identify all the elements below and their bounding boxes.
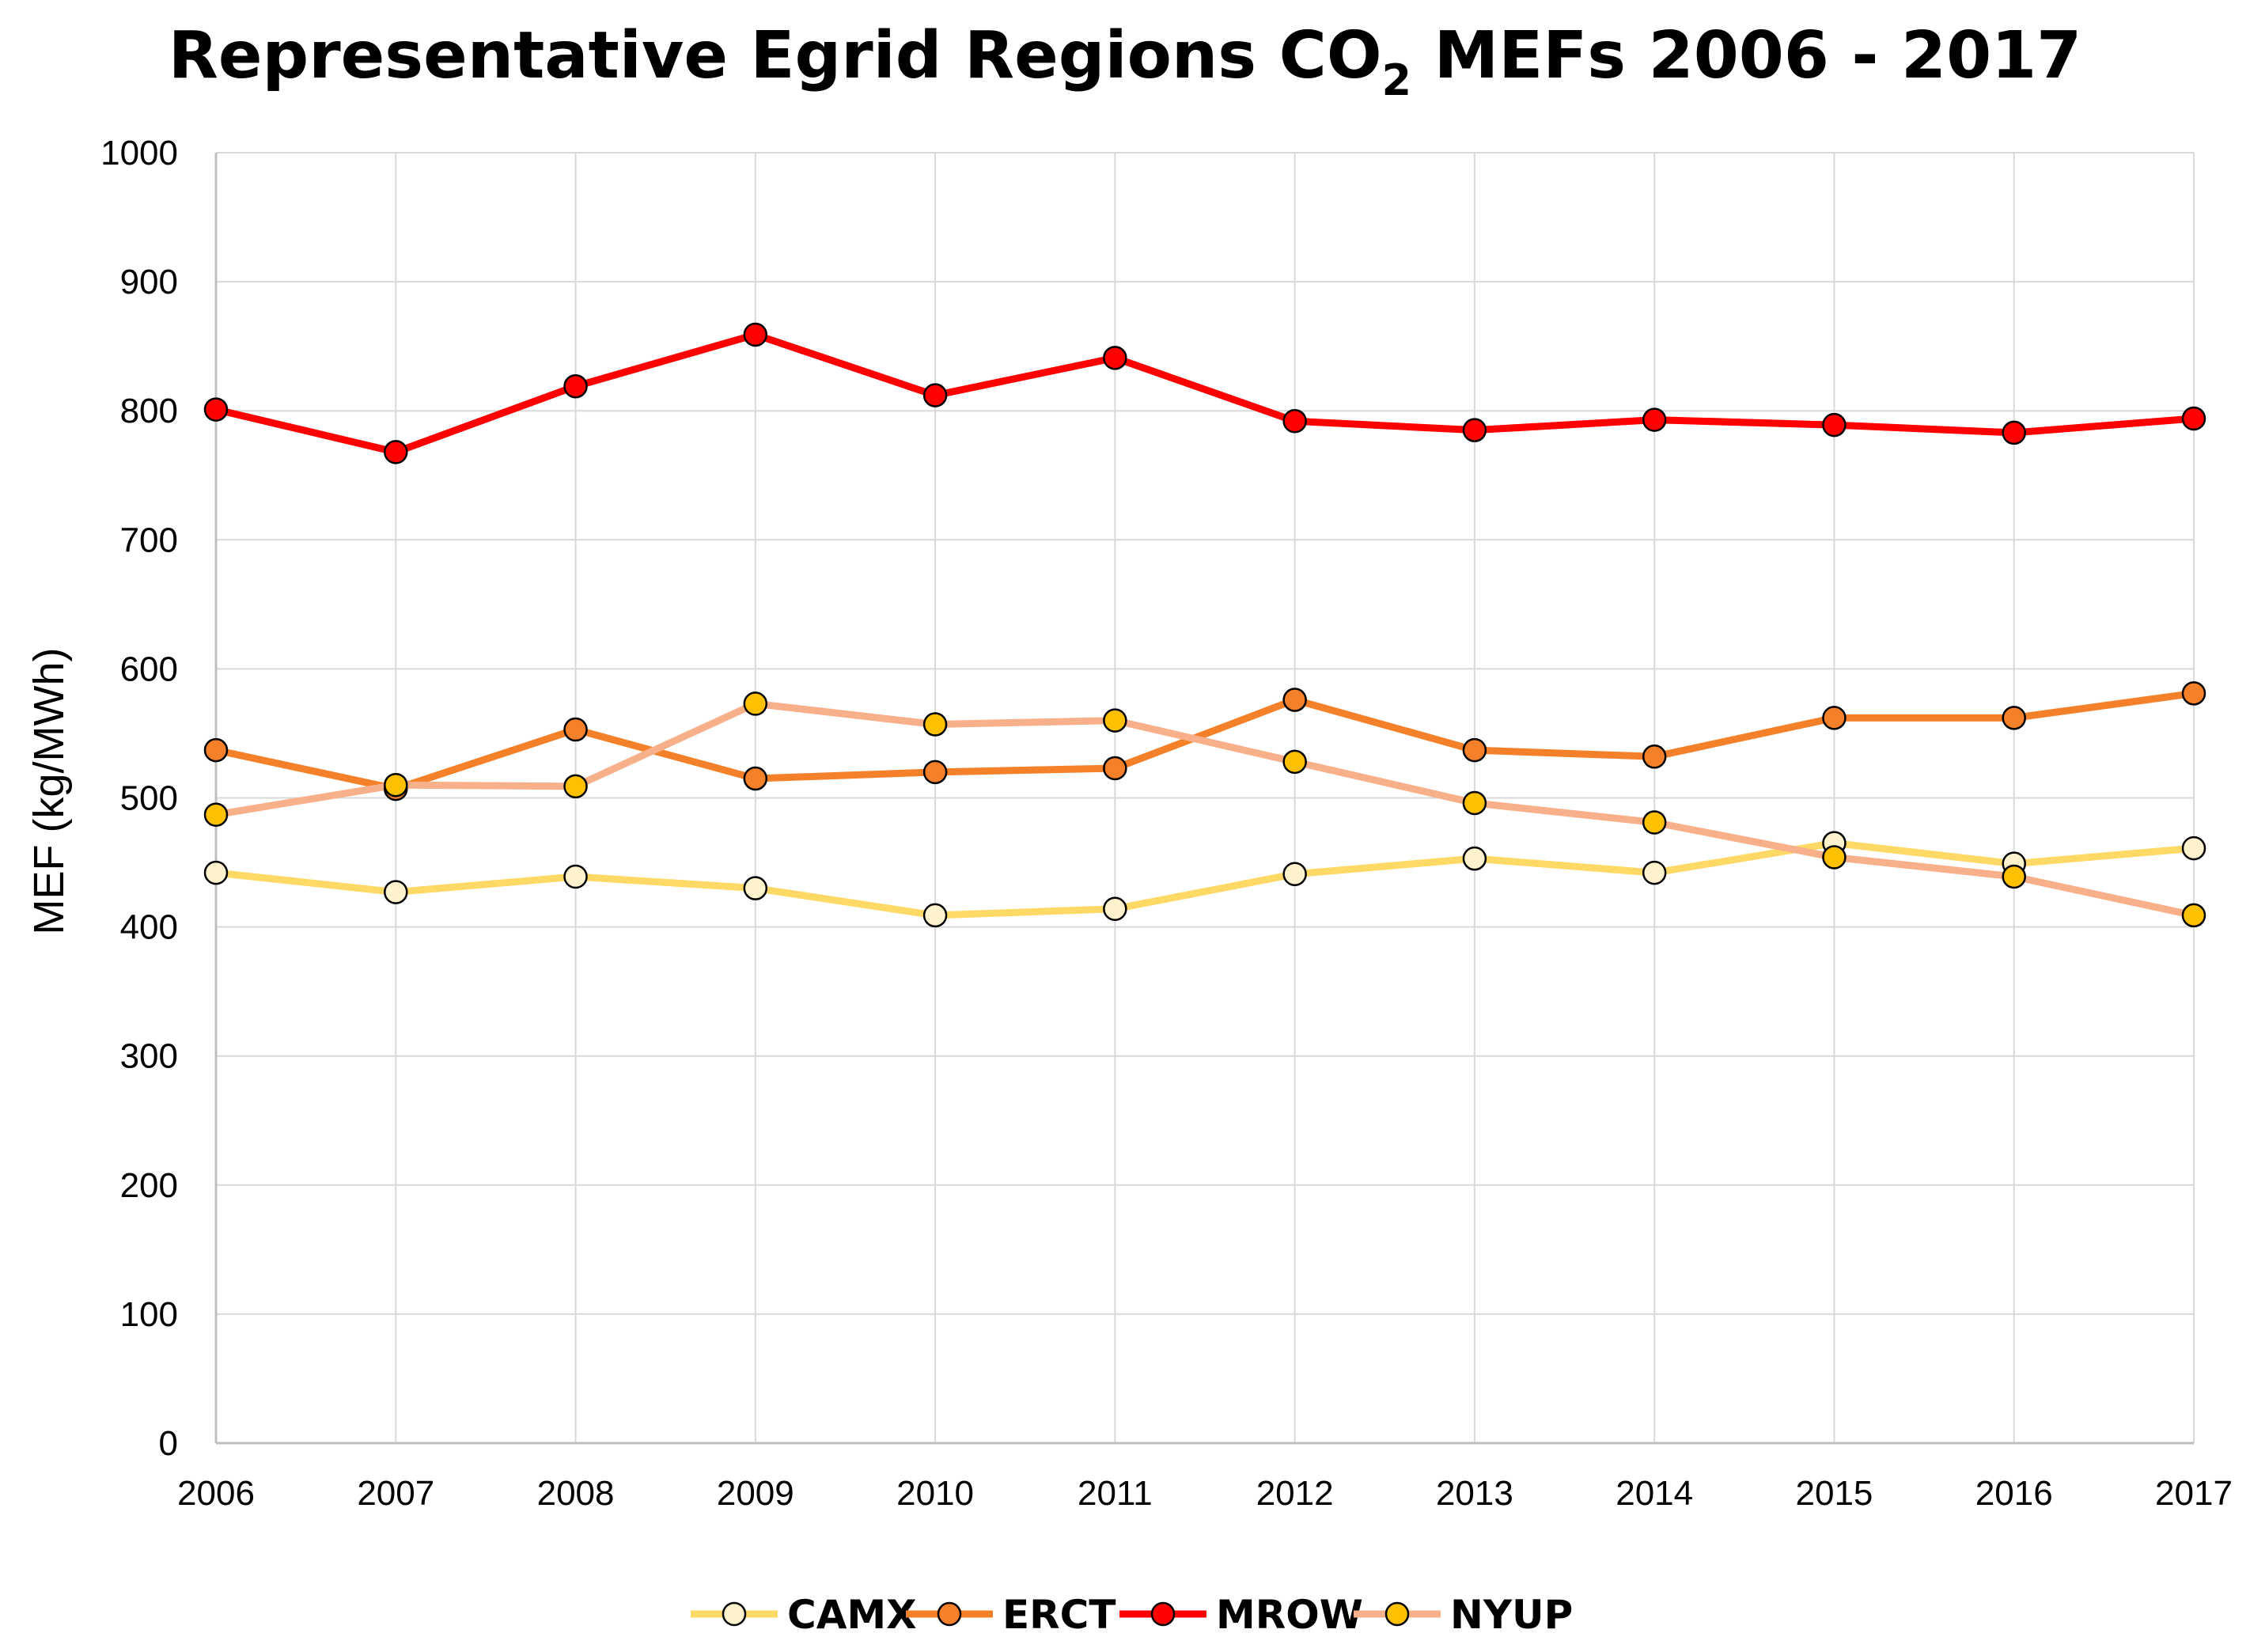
series-line-nyup [212, 699, 2198, 919]
legend-label-mrow: MROW [1216, 1592, 1363, 1638]
x-tick-label: 2008 [537, 1474, 615, 1513]
point-nyup-2017 [2181, 903, 2206, 928]
x-tick-label: 2017 [2155, 1474, 2233, 1513]
series-markers [203, 322, 2206, 928]
point-nyup-2006 [203, 802, 229, 827]
legend-item-mrow: MROW [1119, 1592, 1363, 1638]
legend-item-erct: ERCT [906, 1592, 1116, 1638]
x-tick-label: 2013 [1436, 1474, 1513, 1513]
grid [216, 152, 2195, 1443]
series-line-camx [212, 839, 2198, 919]
x-tick-label: 2007 [357, 1474, 434, 1513]
point-nyup-2011 [1103, 708, 1127, 733]
x-tick-label: 2014 [1616, 1474, 1693, 1513]
point-nyup-2010 [922, 712, 948, 737]
x-tick-label: 2015 [1796, 1474, 1873, 1513]
point-camx-2014 [1642, 860, 1667, 885]
point-erct-2015 [1822, 706, 1847, 730]
point-nyup-2014 [1642, 810, 1667, 835]
point-camx-2006 [203, 860, 229, 885]
y-tick-label: 400 [120, 908, 178, 947]
x-tick-labels: 2006 2007 2008 2009 2010 2011 2012 2013 2014 2015… [177, 1474, 2233, 1513]
x-tick-label: 2016 [1975, 1474, 2053, 1513]
point-camx-2013 [1462, 846, 1487, 871]
legend-swatch-marker-erct [937, 1601, 962, 1627]
point-camx-2012 [1282, 862, 1307, 886]
x-tick-label: 2009 [717, 1474, 794, 1513]
point-camx-2008 [563, 864, 588, 889]
point-camx-2007 [384, 880, 408, 904]
y-tick-label: 600 [120, 650, 178, 688]
point-mrow-2008 [563, 373, 588, 399]
x-tick-label: 2010 [896, 1474, 974, 1513]
legend-label-camx: CAMX [787, 1592, 917, 1638]
point-camx-2010 [922, 903, 948, 928]
point-mrow-2012 [1282, 408, 1307, 434]
point-mrow-2007 [384, 440, 408, 464]
point-erct-2008 [563, 717, 588, 742]
legend-swatch-marker-mrow [1150, 1601, 1176, 1627]
chart-title-main: Representative Egrid Regions CO [169, 18, 1382, 93]
y-tick-label: 500 [120, 779, 178, 818]
legend-swatch-marker-camx [722, 1601, 747, 1627]
axes [214, 153, 2194, 1445]
x-tick-label: 2006 [177, 1474, 255, 1513]
chart-title-rest: MEFs 2006 - 2017 [1411, 18, 2081, 93]
legend-swatch-marker-nyup [1384, 1601, 1410, 1627]
y-tick-label: 300 [120, 1037, 178, 1076]
legend-label-erct: ERCT [1002, 1592, 1116, 1638]
y-tick-label: 200 [120, 1166, 178, 1205]
legend-item-nyup: NYUP [1354, 1592, 1573, 1638]
series-lines [212, 331, 2198, 919]
point-mrow-2011 [1103, 346, 1127, 370]
point-erct-2012 [1282, 688, 1307, 712]
series-line-mrow [212, 331, 2198, 456]
point-nyup-2009 [743, 691, 768, 716]
y-tick-label: 700 [120, 521, 178, 559]
point-mrow-2009 [743, 322, 768, 347]
point-nyup-2016 [2002, 864, 2026, 889]
point-mrow-2016 [2002, 420, 2026, 445]
y-axis-title: MEF (kg/MWh) [25, 648, 73, 935]
point-camx-2017 [2181, 835, 2206, 861]
legend-label-nyup: NYUP [1450, 1592, 1573, 1638]
point-erct-2010 [922, 760, 948, 785]
y-tick-label: 800 [120, 392, 178, 430]
point-nyup-2012 [1282, 749, 1307, 775]
point-mrow-2017 [2181, 406, 2206, 431]
point-camx-2011 [1103, 896, 1127, 922]
point-mrow-2010 [922, 383, 948, 407]
point-erct-2013 [1462, 737, 1487, 763]
point-erct-2009 [743, 766, 768, 791]
point-nyup-2008 [563, 774, 588, 799]
point-nyup-2013 [1462, 790, 1487, 816]
point-erct-2011 [1103, 756, 1127, 781]
legend: CAMX ERCT MROW NYUP [691, 1592, 1573, 1638]
point-nyup-2007 [384, 772, 408, 798]
point-mrow-2014 [1642, 407, 1667, 432]
y-tick-label: 100 [120, 1295, 178, 1334]
y-tick-label: 900 [120, 263, 178, 301]
point-erct-2006 [203, 737, 229, 763]
x-tick-label: 2012 [1256, 1474, 1334, 1513]
y-tick-label: 0 [159, 1424, 178, 1463]
point-mrow-2015 [1822, 412, 1847, 438]
chart-title: Representative Egrid Regions CO2 MEFs 20… [169, 18, 2081, 105]
x-tick-label: 2011 [1078, 1474, 1153, 1513]
point-mrow-2006 [203, 397, 229, 422]
point-mrow-2013 [1462, 418, 1487, 442]
y-tick-labels: 0 100 200 300 400 500 600 700 800 900 1000 [100, 134, 178, 1463]
chart-title-subscript: 2 [1382, 55, 1412, 105]
point-nyup-2015 [1822, 845, 1847, 870]
point-erct-2014 [1642, 745, 1667, 769]
point-erct-2016 [2002, 706, 2026, 730]
y-tick-label: 1000 [100, 134, 178, 172]
point-erct-2017 [2181, 681, 2206, 706]
point-camx-2009 [743, 876, 768, 900]
series-line-erct [212, 689, 2198, 793]
legend-item-camx: CAMX [691, 1592, 917, 1638]
